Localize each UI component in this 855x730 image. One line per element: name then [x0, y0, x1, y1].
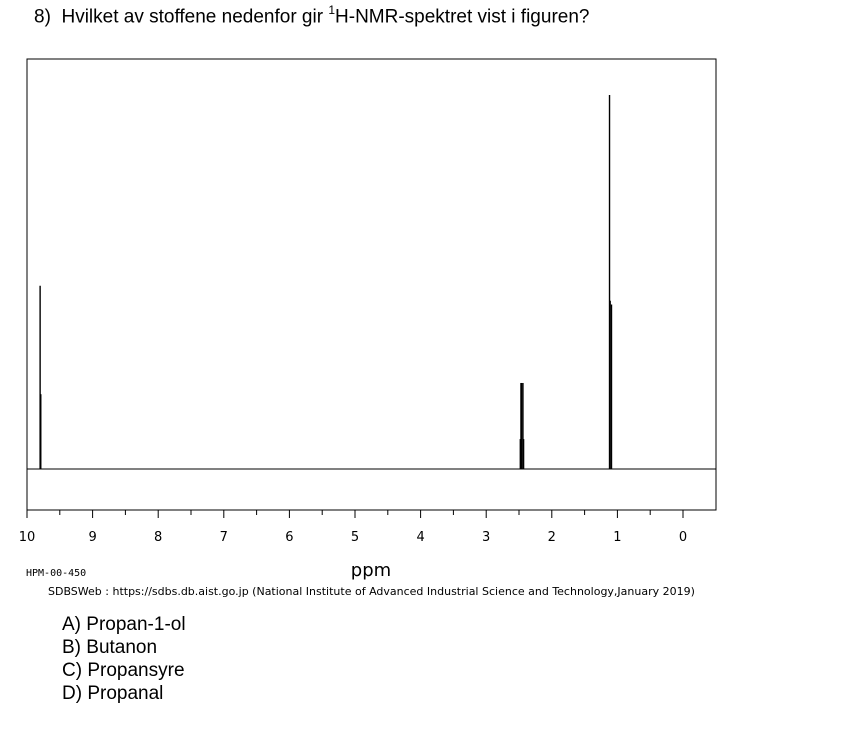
- x-axis-ticks: [26, 510, 684, 518]
- option-a-letter: A): [62, 614, 81, 635]
- question-text-before: Hvilket av stoffene nedenfor gir: [61, 6, 329, 28]
- option-b-text: Butanon: [86, 637, 158, 658]
- x-tick-label: 10: [19, 530, 36, 545]
- option-c-text: Propansyre: [87, 660, 185, 681]
- option-b-letter: B): [62, 637, 81, 658]
- x-tick-label: 1: [613, 530, 621, 545]
- option-d-text: Propanal: [87, 683, 164, 704]
- x-tick-label: 7: [220, 530, 228, 545]
- option-c[interactable]: C) Propansyre: [62, 659, 186, 682]
- nmr-spectrum-chart: 10 9 8 7 6 5 4 3 2 1 0 ppm HPM-00-450 SDBSWeb : ht…: [19, 58, 717, 598]
- x-axis-label: ppm: [351, 560, 391, 581]
- x-tick-label: 2: [548, 530, 556, 545]
- x-tick-label: 0: [679, 530, 687, 545]
- x-tick-label: 8: [154, 530, 162, 545]
- question-text-after: H-NMR-spektret vist i figuren?: [335, 6, 590, 28]
- option-b[interactable]: B) Butanon: [62, 636, 186, 659]
- x-tick-label: 3: [482, 530, 490, 545]
- source-credit: SDBSWeb : https://sdbs.db.aist.go.jp (Na…: [48, 585, 695, 598]
- spectrum-peaks: [39, 95, 613, 469]
- plot-frame: [26, 58, 717, 511]
- option-c-letter: C): [62, 660, 83, 681]
- x-tick-label: 9: [88, 530, 96, 545]
- option-d-letter: D): [62, 683, 83, 704]
- spectrum-code: HPM-00-450: [26, 568, 86, 579]
- answer-options: A) Propan-1-ol B) Butanon C) Propansyre …: [62, 613, 186, 705]
- x-axis-tick-labels: 10 9 8 7 6 5 4 3 2 1 0: [19, 530, 687, 545]
- x-tick-label: 5: [351, 530, 359, 545]
- x-tick-label: 6: [285, 530, 293, 545]
- option-d[interactable]: D) Propanal: [62, 682, 186, 705]
- question-superscript: 1: [328, 3, 336, 17]
- question-number: 8): [34, 6, 51, 28]
- question-text: 8) Hvilket av stoffene nedenfor gir 1H-N…: [34, 3, 590, 28]
- option-a-text: Propan-1-ol: [86, 614, 186, 635]
- option-a[interactable]: A) Propan-1-ol: [62, 613, 186, 636]
- x-tick-label: 4: [416, 530, 424, 545]
